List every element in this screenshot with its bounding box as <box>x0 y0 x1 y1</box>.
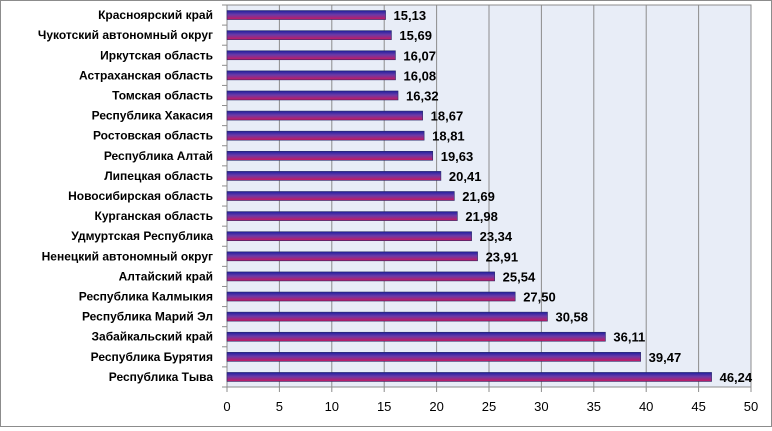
bar <box>226 191 455 201</box>
category-label: Липецкая область <box>104 169 213 183</box>
bar <box>226 130 425 141</box>
value-label: 23,34 <box>480 229 513 244</box>
bar <box>226 352 641 362</box>
category-label: Астраханская область <box>79 68 213 82</box>
bar <box>226 50 396 61</box>
value-label: 16,32 <box>406 88 439 103</box>
bar <box>226 211 458 221</box>
bar <box>226 171 442 181</box>
category-label: Республика Тыва <box>109 370 214 384</box>
bar <box>226 251 478 262</box>
category-label: Томская область <box>112 88 213 102</box>
x-tick-label: 10 <box>325 399 339 414</box>
value-label: 39,47 <box>649 350 682 365</box>
bar <box>226 10 386 20</box>
category-label: Республика Алтай <box>104 149 213 163</box>
bar <box>226 150 434 161</box>
bar <box>226 291 516 302</box>
category-label: Иркутская область <box>100 48 213 62</box>
value-label: 25,54 <box>503 269 536 284</box>
value-label: 16,08 <box>404 68 437 83</box>
value-label: 18,67 <box>431 109 464 124</box>
x-tick-label: 35 <box>587 399 601 414</box>
category-label: Новосибирская область <box>68 189 213 203</box>
x-tick-label: 0 <box>223 399 230 414</box>
x-tick-label: 25 <box>482 399 496 414</box>
value-label: 46,24 <box>720 370 753 385</box>
value-label: 30,58 <box>555 310 588 325</box>
value-label: 23,91 <box>486 249 519 264</box>
bar <box>226 90 399 101</box>
value-label: 18,81 <box>432 129 465 144</box>
category-label: Республика Калмыкия <box>79 290 213 304</box>
category-label: Республика Марий Эл <box>82 310 213 324</box>
bar <box>226 30 392 40</box>
category-label: Республика Бурятия <box>91 350 213 364</box>
category-label: Забайкальский край <box>92 330 214 344</box>
bar <box>226 331 606 342</box>
value-label: 19,63 <box>441 149 474 164</box>
category-label: Ненецкий автономный округ <box>42 249 213 263</box>
bar <box>226 271 495 282</box>
category-label: Чукотский автономный округ <box>38 28 213 42</box>
x-tick-label: 30 <box>534 399 548 414</box>
x-tick-label: 15 <box>377 399 391 414</box>
bar <box>226 311 548 322</box>
value-label: 15,69 <box>399 28 432 43</box>
x-tick-label: 40 <box>639 399 653 414</box>
category-label: Республика Хакасия <box>92 109 213 123</box>
value-label: 21,69 <box>462 189 495 204</box>
value-label: 27,50 <box>523 290 556 305</box>
category-label: Удмуртская Республика <box>71 229 213 243</box>
bar <box>226 231 472 242</box>
category-label: Курганская область <box>95 209 213 223</box>
value-label: 20,41 <box>449 169 482 184</box>
bar <box>226 70 396 81</box>
x-tick-label: 45 <box>691 399 705 414</box>
bar <box>226 110 423 121</box>
value-label: 36,11 <box>613 330 645 345</box>
x-tick-label: 5 <box>276 399 283 414</box>
x-tick-label: 50 <box>744 399 758 414</box>
value-label: 21,98 <box>465 209 498 224</box>
bar <box>226 372 712 382</box>
x-tick-label: 20 <box>429 399 443 414</box>
category-label: Красноярский край <box>98 8 213 22</box>
category-label: Ростовская область <box>93 129 213 143</box>
value-label: 16,07 <box>403 48 436 63</box>
category-label: Алтайский край <box>119 269 213 283</box>
value-label: 15,13 <box>394 8 427 23</box>
